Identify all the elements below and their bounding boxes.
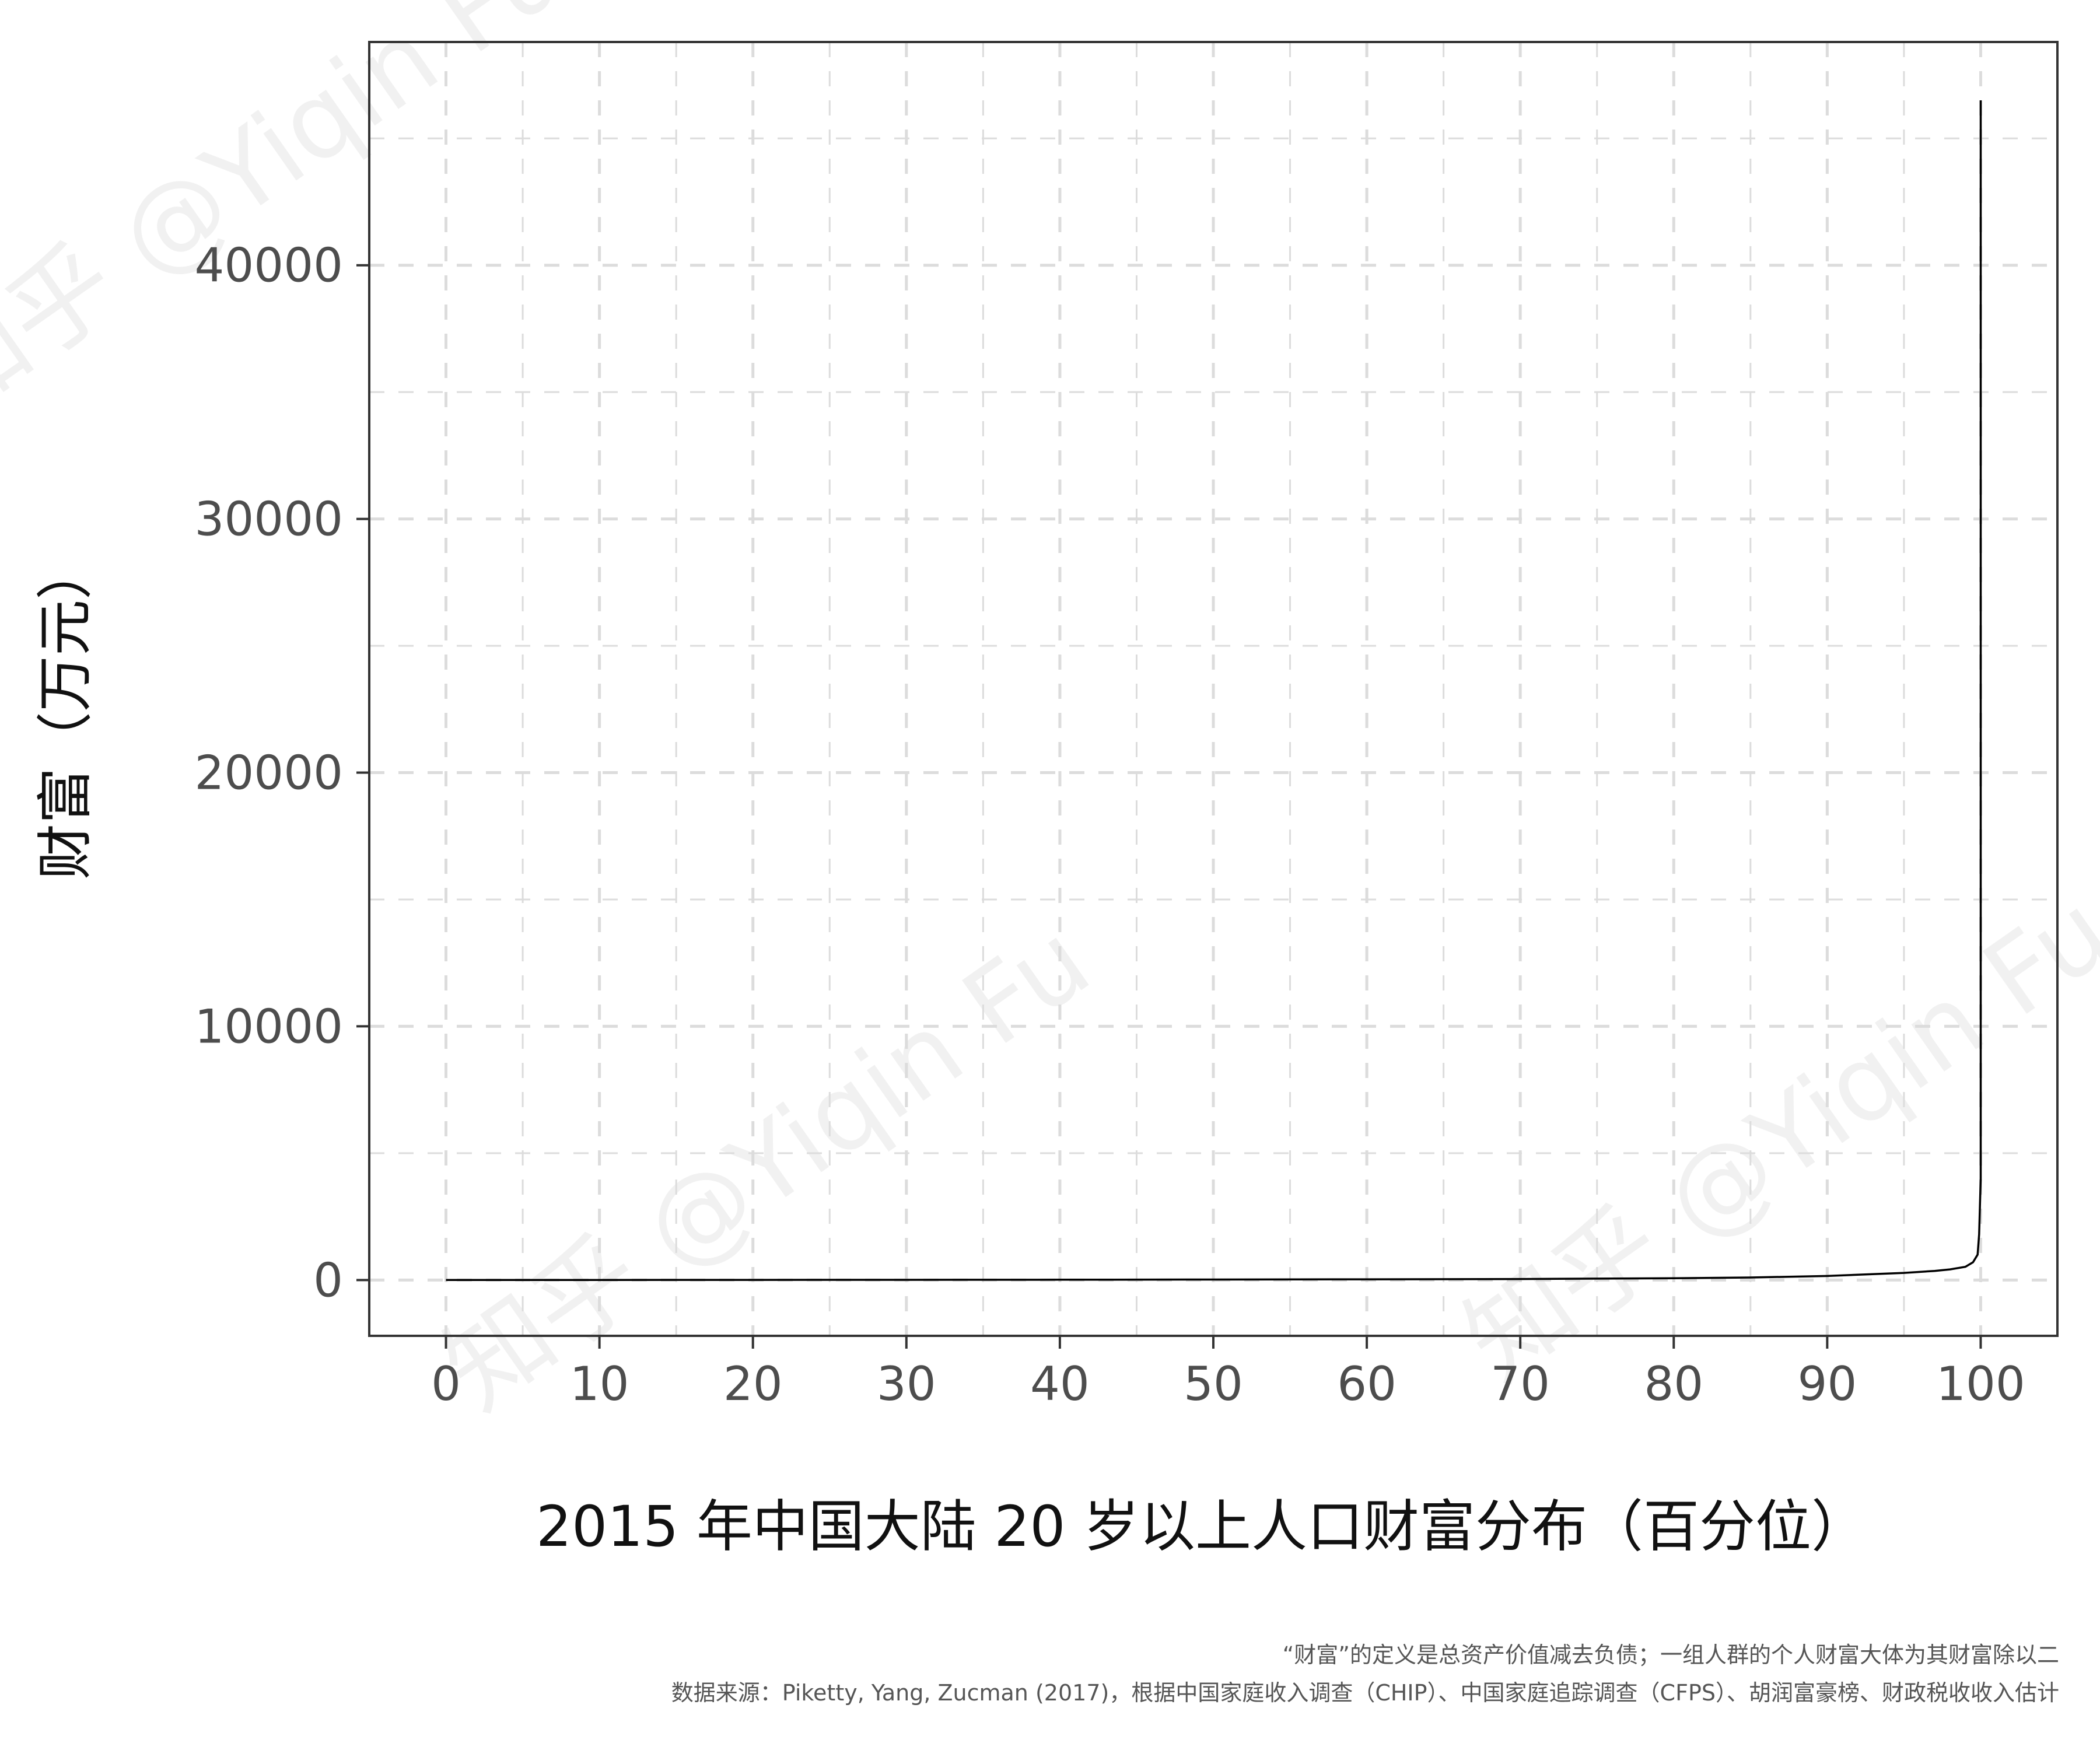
y-tick-label: 30000: [195, 492, 344, 547]
watermark-text: 知乎 @Yiqin Fu: [0, 0, 586, 441]
y-tick-label: 40000: [195, 239, 344, 293]
y-tick-label: 20000: [195, 746, 344, 800]
x-tick-label: 90: [1797, 1357, 1857, 1411]
x-tick-label: 10: [570, 1357, 629, 1411]
caption-definition: “财富”的定义是总资产价值减去负债；一组人群的个人财富大体为其财富除以二: [1283, 1642, 2059, 1668]
x-tick-label: 0: [431, 1357, 461, 1411]
wealth-percentile-line: [446, 100, 1982, 1282]
x-tick-label: 30: [877, 1357, 936, 1411]
x-tick-label: 50: [1184, 1357, 1243, 1411]
x-tick-label: 70: [1490, 1357, 1550, 1411]
x-tick-label: 100: [1936, 1357, 2025, 1411]
y-tick-label: 10000: [195, 999, 344, 1054]
watermark-layer: 知乎 @Yiqin Fu 知乎 @Yiqin Fu 知乎 @Yiqin Fu: [0, 0, 2100, 1433]
watermark-text: 知乎 @Yiqin Fu: [423, 900, 1111, 1433]
x-tick-label: 60: [1337, 1357, 1396, 1411]
y-axis-title: 财富（万元）: [33, 544, 98, 880]
watermark-text: 知乎 @Yiqin Fu: [1444, 871, 2100, 1404]
x-tick-label: 20: [723, 1357, 783, 1411]
x-tick-label: 80: [1644, 1357, 1703, 1411]
x-axis-title: 2015 年中国大陆 20 岁以上人口财富分布（百分位）: [536, 1494, 1867, 1559]
y-tick-label: 0: [313, 1253, 343, 1307]
x-tick-label: 40: [1030, 1357, 1090, 1411]
caption-source: 数据来源：Piketty, Yang, Zucman (2017)，根据中国家庭…: [671, 1680, 2059, 1706]
axis-ticks: 0 10 20 30 40 50 60 70 80 90 100 0 10000 20000 30000 40…: [195, 239, 2025, 1411]
